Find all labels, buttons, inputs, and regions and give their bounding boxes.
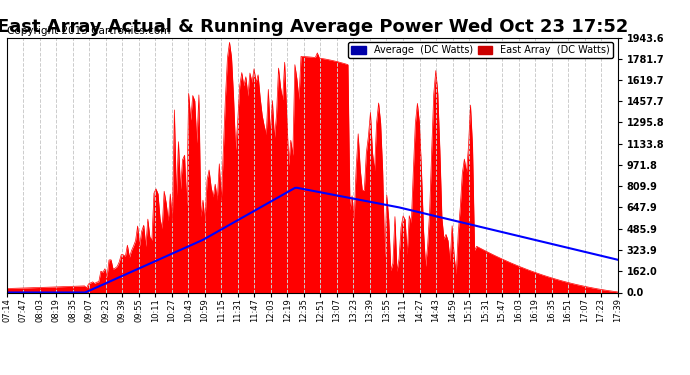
- Legend: Average  (DC Watts), East Array  (DC Watts): Average (DC Watts), East Array (DC Watts…: [348, 42, 613, 58]
- Text: Copyright 2013 Cartronics.com: Copyright 2013 Cartronics.com: [7, 26, 170, 36]
- Title: East Array Actual & Running Average Power Wed Oct 23 17:52: East Array Actual & Running Average Powe…: [0, 18, 628, 36]
